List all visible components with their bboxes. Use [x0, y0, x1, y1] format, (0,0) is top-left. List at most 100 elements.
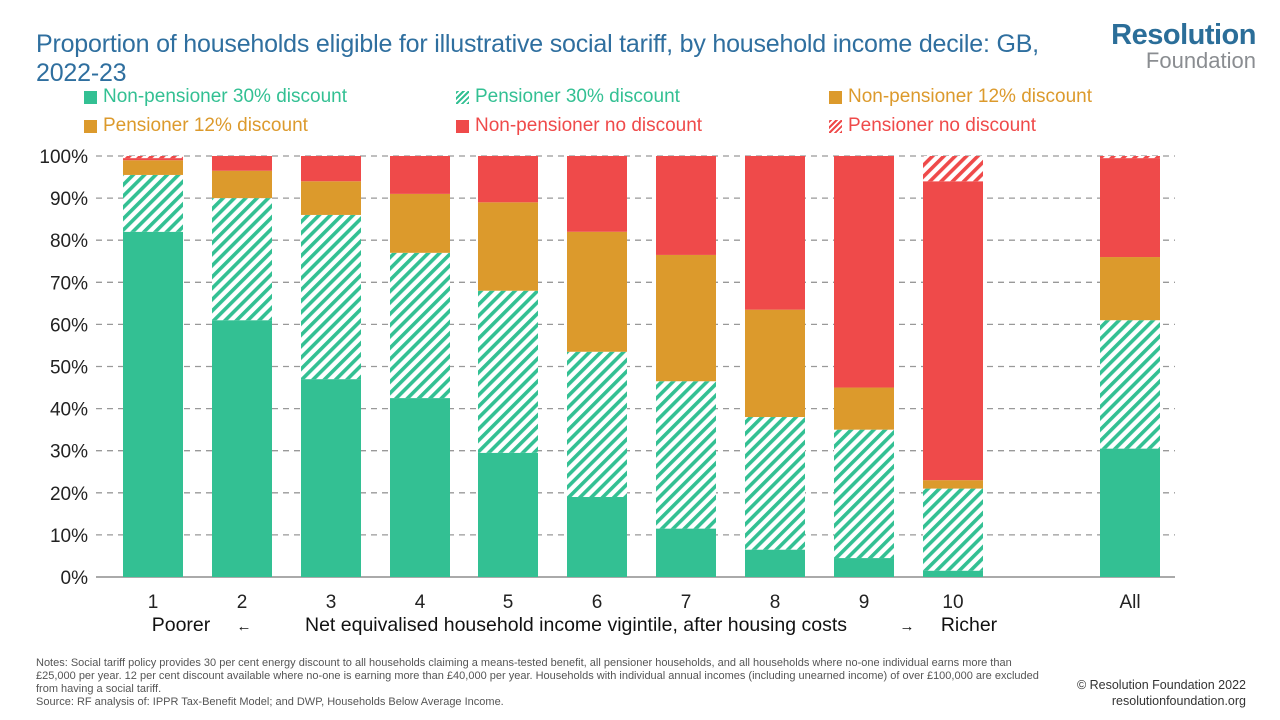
x-label-richer: Richer: [941, 614, 998, 636]
bar-1-non-pensioner-12pct-discount: [123, 160, 183, 175]
x-axis-ticks: 1 2 3 4 5 6 7 8 9 10 All: [148, 592, 1141, 613]
bar-group-7: [656, 156, 716, 577]
bar-6-non-pensioner-12pct-discount: [567, 231, 627, 352]
legend-item-pensioner-no-discount: Pensioner no discount: [829, 115, 1036, 137]
bar-8-non-pensioner-no-discount: [745, 156, 805, 310]
legend-label: Pensioner 12% discount: [103, 115, 308, 136]
bar-2-pensioner-30pct-discount: [212, 198, 272, 321]
x-tick-label: 9: [859, 592, 870, 613]
bar-8-non-pensioner-12pct-discount: [745, 309, 805, 418]
y-tick-label: 0%: [61, 568, 89, 589]
bar-3-non-pensioner-12pct-discount: [301, 181, 361, 215]
x-tick-label: 3: [326, 592, 337, 613]
bar-group-3: [301, 156, 361, 577]
bar-8-non-pensioner-30pct-discount: [745, 549, 805, 577]
bar-9-non-pensioner-no-discount: [834, 156, 894, 388]
legend-label: Pensioner no discount: [848, 115, 1037, 136]
bar-5-pensioner-30pct-discount: [478, 290, 538, 453]
legend-label: Non-pensioner no discount: [475, 115, 703, 136]
bar-1-non-pensioner-30pct-discount: [123, 231, 183, 577]
y-axis-ticks: 0% 10% 20% 30% 40% 50% 60% 70% 80% 90% 100%: [39, 147, 88, 589]
bar-2-non-pensioner-30pct-discount: [212, 320, 272, 577]
y-tick-label: 30%: [50, 442, 88, 463]
x-tick-label: 7: [681, 592, 692, 613]
copyright-block: © Resolution Foundation 2022 resolutionf…: [1077, 677, 1246, 709]
bar-10-pensioner-30pct-discount: [923, 488, 983, 571]
bar-6-non-pensioner-30pct-discount: [567, 497, 627, 577]
bar-3-non-pensioner-no-discount: [301, 156, 361, 182]
x-label-center: Net equivalised household income viginti…: [305, 614, 847, 636]
bar-5-non-pensioner-30pct-discount: [478, 452, 538, 577]
logo-word-resolution: Resolution: [1111, 19, 1256, 51]
gridlines: [96, 155, 1175, 578]
bar-all-non-pensioner-no-discount: [1100, 158, 1160, 258]
x-tick-label: 4: [415, 592, 426, 613]
y-tick-label: 60%: [50, 315, 88, 336]
y-tick-label: 40%: [50, 400, 88, 421]
bar-2-non-pensioner-12pct-discount: [212, 170, 272, 199]
bar-9-non-pensioner-30pct-discount: [834, 558, 894, 577]
legend-swatch: [456, 119, 469, 133]
logo-word-foundation: Foundation: [1145, 48, 1256, 73]
legend-item-non-pensioner-no-discount: Non-pensioner no discount: [456, 115, 702, 137]
bars: [123, 156, 1160, 577]
x-axis-label: Poorer ← Net equivalised household income …: [152, 614, 998, 636]
bar-7-non-pensioner-no-discount: [656, 156, 716, 255]
bar-3-non-pensioner-30pct-discount: [301, 379, 361, 577]
bar-group-2: [212, 156, 272, 577]
y-tick-label: 20%: [50, 484, 88, 505]
bar-group-6: [567, 156, 627, 577]
bar-group-all: [1100, 156, 1160, 577]
legend-label: Non-pensioner 30% discount: [103, 86, 347, 107]
bar-1-non-pensioner-no-discount: [123, 158, 183, 161]
bar-6-non-pensioner-no-discount: [567, 156, 627, 232]
x-tick-label: 8: [770, 592, 781, 613]
legend-item-non-pensioner-12pct-discount: Non-pensioner 12% discount: [829, 86, 1092, 108]
bar-group-4: [390, 156, 450, 577]
x-label-right-arrow: →: [900, 618, 915, 635]
bar-group-8: [745, 156, 805, 577]
x-tick-label: 2: [237, 592, 248, 613]
source-text: Source: RF analysis of: IPPR Tax-Benefit…: [36, 696, 504, 708]
x-tick-label: All: [1119, 592, 1140, 613]
website-text: resolutionfoundation.org: [1111, 694, 1246, 708]
bar-7-non-pensioner-12pct-discount: [656, 254, 716, 382]
x-label-poorer: Poorer: [152, 614, 211, 636]
legend-item-pensioner-12pct-discount: Pensioner 12% discount: [84, 115, 308, 137]
y-tick-label: 50%: [50, 358, 88, 379]
legend-label: Pensioner 30% discount: [475, 86, 680, 107]
bar-all-pensioner-30pct-discount: [1100, 320, 1160, 449]
x-tick-label: 5: [503, 592, 514, 613]
bar-all-non-pensioner-12pct-discount: [1100, 257, 1160, 321]
legend-item-pensioner-30pct-discount: Pensioner 30% discount: [456, 86, 680, 108]
x-label-left-arrow: ←: [237, 618, 252, 635]
bar-10-non-pensioner-12pct-discount: [923, 480, 983, 489]
x-tick-label: 10: [942, 592, 963, 613]
bar-group-9: [834, 156, 894, 577]
bar-4-non-pensioner-no-discount: [390, 156, 450, 194]
bar-5-non-pensioner-12pct-discount: [478, 202, 538, 291]
bar-10-pensioner-no-discount: [923, 156, 983, 182]
bar-1-pensioner-no-discount: [123, 156, 183, 159]
bar-10-non-pensioner-30pct-discount: [923, 570, 983, 577]
bar-3-pensioner-30pct-discount: [301, 214, 361, 380]
legend-swatch: [829, 119, 842, 133]
bar-group-1: [123, 156, 183, 577]
bar-1-pensioner-30pct-discount: [123, 174, 183, 232]
y-tick-label: 80%: [50, 231, 88, 252]
bar-5-non-pensioner-no-discount: [478, 156, 538, 203]
bar-4-non-pensioner-30pct-discount: [390, 398, 450, 577]
y-tick-label: 10%: [50, 526, 88, 547]
footnotes: Notes: Social tariff policy provides 30 …: [36, 657, 1046, 709]
legend-swatch: [84, 119, 97, 133]
bar-2-non-pensioner-no-discount: [212, 156, 272, 171]
bar-10-non-pensioner-no-discount: [923, 181, 983, 481]
bar-all-non-pensioner-30pct-discount: [1100, 448, 1160, 577]
legend-item-non-pensioner-30pct-discount: Non-pensioner 30% discount: [84, 86, 347, 108]
chart-title: Proportion of households eligible for il…: [36, 30, 1039, 87]
bar-7-pensioner-30pct-discount: [656, 381, 716, 529]
bar-7-non-pensioner-30pct-discount: [656, 528, 716, 577]
stacked-bar-chart: 0% 10% 20% 30% 40% 50% 60% 70% 80% 90% 100% 1 2 3 4 5 6…: [39, 147, 1175, 636]
bar-4-pensioner-30pct-discount: [390, 252, 450, 399]
bar-9-pensioner-30pct-discount: [834, 429, 894, 559]
